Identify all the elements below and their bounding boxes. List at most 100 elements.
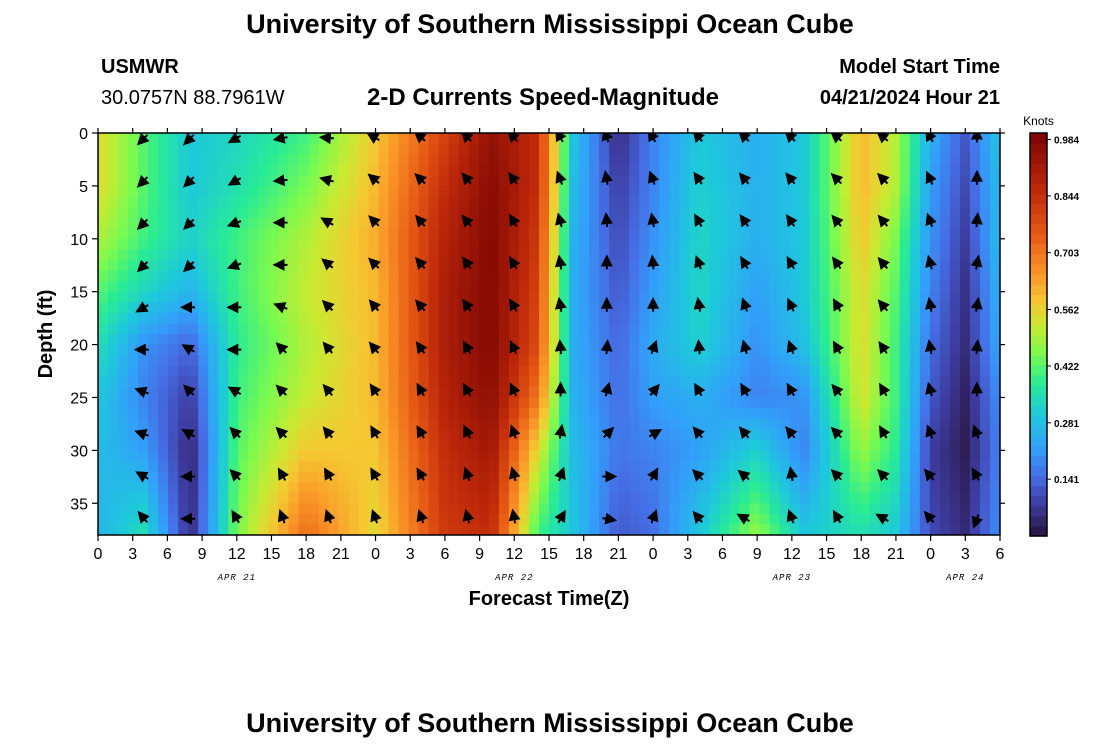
heatmap-cell <box>729 196 741 208</box>
heatmap-cell <box>899 281 911 293</box>
heatmap-cell <box>629 154 640 166</box>
heatmap-cell <box>779 154 791 166</box>
heatmap-cell <box>819 418 831 430</box>
heatmap-cell <box>689 365 700 377</box>
current-vector-arrow <box>415 256 428 270</box>
heatmap-cell <box>889 154 901 166</box>
current-vector-arrow <box>554 466 566 482</box>
heatmap-cell <box>989 302 1000 314</box>
heatmap-cell <box>238 164 249 176</box>
heatmap-cell <box>639 291 650 303</box>
x-tick-label: 12 <box>505 546 523 563</box>
heatmap-cell <box>318 503 330 515</box>
heatmap-cell <box>98 492 109 504</box>
heatmap-cell <box>949 291 961 303</box>
heatmap-cell <box>218 217 229 229</box>
heatmap-cell <box>979 524 991 535</box>
heatmap-cell <box>428 334 440 346</box>
heatmap-cell <box>759 238 771 250</box>
heatmap-cell <box>849 270 861 282</box>
heatmap-cell <box>348 503 360 515</box>
heatmap-cell <box>889 217 901 229</box>
heatmap-cell <box>789 154 801 166</box>
heatmap-cell <box>859 196 871 208</box>
heatmap-cell <box>108 450 119 462</box>
heatmap-cell <box>338 207 350 219</box>
heatmap-cell <box>128 524 139 535</box>
current-vector-arrow <box>785 213 798 228</box>
y-tick-label: 25 <box>70 390 88 407</box>
heatmap-cell <box>418 460 430 473</box>
heatmap-cell <box>528 238 540 250</box>
heatmap-cell <box>789 185 801 198</box>
heatmap-cell <box>929 185 941 198</box>
heatmap-cell <box>839 355 851 367</box>
heatmap-cell <box>378 207 390 219</box>
heatmap-cell <box>98 249 109 261</box>
heatmap-cell <box>178 259 189 272</box>
heatmap-cell <box>659 175 670 187</box>
heatmap-cell <box>148 207 159 219</box>
heatmap-cell <box>939 408 951 420</box>
heatmap-cell <box>869 429 881 441</box>
heatmap-cell <box>198 450 209 462</box>
heatmap-cell <box>909 164 921 176</box>
heatmap-cell <box>639 492 650 504</box>
heatmap-cell <box>198 344 209 356</box>
heatmap-cell <box>819 217 831 229</box>
heatmap-cell <box>969 175 981 187</box>
model-start-label: Model Start Time <box>839 56 1000 78</box>
heatmap-cell <box>528 408 540 420</box>
heatmap-cell <box>408 196 420 208</box>
heatmap-cell <box>268 217 279 229</box>
heatmap-cell <box>919 228 931 240</box>
current-vector-arrow <box>272 174 288 187</box>
heatmap-cell <box>278 482 290 494</box>
page-title-repeat: University of Southern Mississippi Ocean… <box>246 708 854 738</box>
heatmap-cell <box>388 196 400 208</box>
heatmap-cell <box>518 196 530 208</box>
x-tick-label: 12 <box>783 546 801 563</box>
heatmap-cell <box>138 207 149 219</box>
heatmap-cell <box>969 503 981 515</box>
heatmap-cell <box>679 355 690 367</box>
heatmap-cell <box>308 429 320 441</box>
heatmap-cell <box>448 207 460 219</box>
heatmap-cell <box>98 376 109 388</box>
x-tick-label: 15 <box>818 546 836 563</box>
heatmap-cell <box>899 439 911 451</box>
heatmap-cell <box>248 323 259 335</box>
heatmap-cell <box>809 207 821 219</box>
heatmap-cell <box>538 513 550 526</box>
current-vector-arrow <box>876 469 890 482</box>
heatmap-cell <box>959 492 971 504</box>
heatmap-cell <box>158 429 169 441</box>
heatmap-cell <box>298 154 310 166</box>
heatmap-cell <box>949 270 961 282</box>
x-tick-label: 12 <box>228 546 246 563</box>
heatmap-cell <box>148 513 159 526</box>
heatmap-cell <box>809 270 821 282</box>
heatmap-cell <box>368 207 380 219</box>
heatmap-cell <box>468 270 480 282</box>
heatmap-cell <box>889 376 901 388</box>
heatmap-cell <box>278 524 290 535</box>
heatmap-cell <box>128 281 139 293</box>
heatmap-cell <box>498 439 510 451</box>
heatmap-cell <box>829 207 841 219</box>
heatmap-cell <box>739 397 751 409</box>
heatmap-cell <box>739 249 751 261</box>
heatmap-cell <box>639 482 650 494</box>
heatmap-cell <box>719 344 730 356</box>
heatmap-cell <box>779 344 791 356</box>
heatmap-cell <box>98 238 109 250</box>
heatmap-cell <box>458 460 470 473</box>
heatmap-cell <box>108 471 119 483</box>
heatmap-cell <box>919 164 931 176</box>
heatmap-cell <box>849 196 861 208</box>
heatmap-cell <box>649 524 660 535</box>
heatmap-cell <box>448 143 460 155</box>
heatmap-cell <box>679 397 690 409</box>
heatmap-cell <box>899 471 911 483</box>
heatmap-cell <box>148 524 159 535</box>
